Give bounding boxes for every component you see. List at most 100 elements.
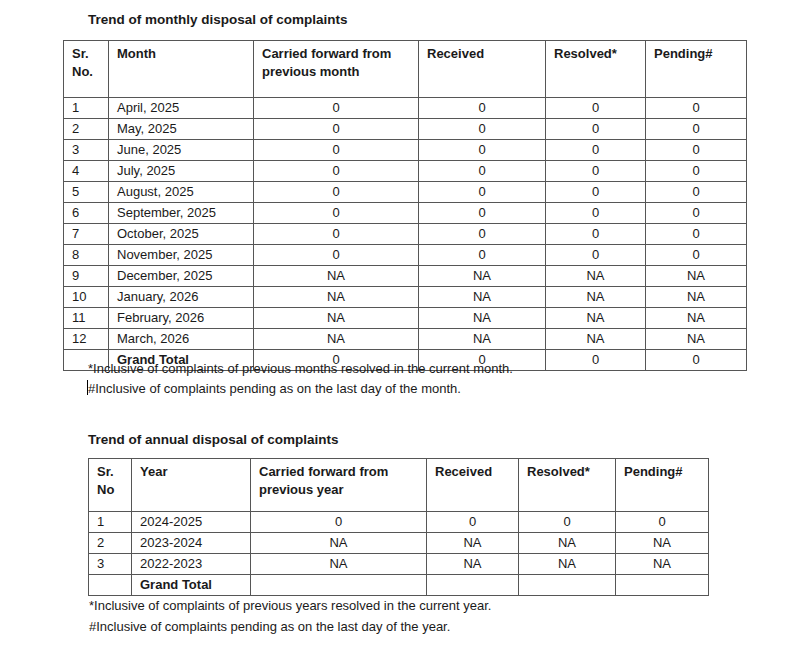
cell-month: May, 2025 <box>109 119 254 140</box>
cell-year: 2024-2025 <box>132 512 251 533</box>
cell-carried-forward: 0 <box>254 224 419 245</box>
cell-sr-no: 4 <box>64 161 109 182</box>
table-row: 1 2024-2025 0 0 0 0 <box>89 512 709 533</box>
cell-received: NA <box>419 287 546 308</box>
cell-received: 0 <box>419 119 546 140</box>
col-header-resolved: Resolved* <box>546 41 646 98</box>
cell-month: August, 2025 <box>109 182 254 203</box>
cell-resolved: 0 <box>546 350 646 371</box>
table-row: 6 September, 2025 0 0 0 0 <box>64 203 747 224</box>
col-header-received: Received <box>419 41 546 98</box>
cell-pending: NA <box>616 533 709 554</box>
cell-received: 0 <box>419 98 546 119</box>
cell-month: December, 2025 <box>109 266 254 287</box>
cell-resolved: NA <box>546 329 646 350</box>
monthly-footnote-pending: #Inclusive of complaints pending as on t… <box>87 379 461 398</box>
cell-carried-forward: 0 <box>254 98 419 119</box>
cell-resolved: 0 <box>546 119 646 140</box>
monthly-disposal-table: Sr. No. Month Carried forward from previ… <box>63 40 747 371</box>
cell-resolved: 0 <box>519 512 616 533</box>
cell-sr-no: 12 <box>64 329 109 350</box>
cell-resolved: 0 <box>546 182 646 203</box>
cell-carried-forward: NA <box>254 287 419 308</box>
cell-sr-no: 9 <box>64 266 109 287</box>
col-header-carried-forward: Carried forward from previous year <box>251 459 427 512</box>
col-header-pending: Pending# <box>616 459 709 512</box>
cell-carried-forward: 0 <box>254 119 419 140</box>
cell-sr-no: 1 <box>64 98 109 119</box>
cell-carried-forward: 0 <box>254 182 419 203</box>
cell-month: January, 2026 <box>109 287 254 308</box>
col-header-received: Received <box>427 459 519 512</box>
cell-resolved: NA <box>546 266 646 287</box>
cell-year: 2022-2023 <box>132 554 251 575</box>
col-header-resolved: Resolved* <box>519 459 616 512</box>
cell-carried-forward: NA <box>251 554 427 575</box>
annual-footnote-resolved: *Inclusive of complaints of previous yea… <box>89 596 491 615</box>
table-row: 5 August, 2025 0 0 0 0 <box>64 182 747 203</box>
monthly-header-row: Sr. No. Month Carried forward from previ… <box>64 41 747 98</box>
monthly-footnote-pending-text: #Inclusive of complaints pending as on t… <box>88 381 461 396</box>
cell-received: NA <box>419 329 546 350</box>
cell-pending: 0 <box>646 245 747 266</box>
cell-carried-forward: NA <box>251 533 427 554</box>
cell-sr-no: 7 <box>64 224 109 245</box>
table-row: 10 January, 2026 NA NA NA NA <box>64 287 747 308</box>
cell-received: 0 <box>419 182 546 203</box>
cell-carried-forward: NA <box>254 308 419 329</box>
cell-received: 0 <box>419 245 546 266</box>
grand-total-row: Grand Total <box>89 575 709 596</box>
monthly-footnote-resolved: *Inclusive of complaints of previous mon… <box>88 359 513 378</box>
col-header-sr-no: Sr. No. <box>64 41 109 98</box>
cell-resolved: 0 <box>546 203 646 224</box>
cell-received: 0 <box>419 203 546 224</box>
cell-sr-no: 3 <box>89 554 132 575</box>
cell-sr-no: 10 <box>64 287 109 308</box>
table-row: 7 October, 2025 0 0 0 0 <box>64 224 747 245</box>
annual-table-title: Trend of annual disposal of complaints <box>88 431 339 449</box>
table-row: 12 March, 2026 NA NA NA NA <box>64 329 747 350</box>
cell-month: March, 2026 <box>109 329 254 350</box>
table-row: 2 May, 2025 0 0 0 0 <box>64 119 747 140</box>
cell-pending: NA <box>646 308 747 329</box>
cell-sr-no: 5 <box>64 182 109 203</box>
cell-received: NA <box>427 533 519 554</box>
cell-carried-forward: 0 <box>251 512 427 533</box>
cell-resolved: 0 <box>546 140 646 161</box>
cell-resolved: NA <box>546 287 646 308</box>
cell-sr-no: 2 <box>64 119 109 140</box>
cell-received: 0 <box>419 140 546 161</box>
cell-pending: NA <box>616 554 709 575</box>
table-row: 11 February, 2026 NA NA NA NA <box>64 308 747 329</box>
annual-header-row: Sr. No Year Carried forward from previou… <box>89 459 709 512</box>
annual-footnote-pending: #Inclusive of complaints pending as on t… <box>89 617 450 636</box>
cell-carried-forward: 0 <box>254 203 419 224</box>
cell-carried-forward: 0 <box>254 161 419 182</box>
cell-month: September, 2025 <box>109 203 254 224</box>
table-row: 2 2023-2024 NA NA NA NA <box>89 533 709 554</box>
cell-pending: 0 <box>646 182 747 203</box>
cell-sr-no: 2 <box>89 533 132 554</box>
cell-sr-no: 11 <box>64 308 109 329</box>
cell-received: NA <box>419 308 546 329</box>
table-row: 3 2022-2023 NA NA NA NA <box>89 554 709 575</box>
cell-pending: 0 <box>646 350 747 371</box>
cell-carried-forward: 0 <box>254 140 419 161</box>
cell-sr-no: 6 <box>64 203 109 224</box>
cell-resolved <box>519 575 616 596</box>
table-row: 9 December, 2025 NA NA NA NA <box>64 266 747 287</box>
col-header-year: Year <box>132 459 251 512</box>
col-header-carried-forward: Carried forward from previous month <box>254 41 419 98</box>
cell-carried-forward: NA <box>254 266 419 287</box>
document-page: Trend of monthly disposal of complaints … <box>0 0 810 658</box>
cell-pending: 0 <box>646 161 747 182</box>
cell-carried-forward: NA <box>254 329 419 350</box>
cell-pending: 0 <box>646 119 747 140</box>
table-row: 1 April, 2025 0 0 0 0 <box>64 98 747 119</box>
col-header-pending: Pending# <box>646 41 747 98</box>
cell-received: 0 <box>419 161 546 182</box>
cell-received: NA <box>419 266 546 287</box>
cell-carried-forward: 0 <box>254 245 419 266</box>
table-row: 3 June, 2025 0 0 0 0 <box>64 140 747 161</box>
cell-sr-no: 1 <box>89 512 132 533</box>
